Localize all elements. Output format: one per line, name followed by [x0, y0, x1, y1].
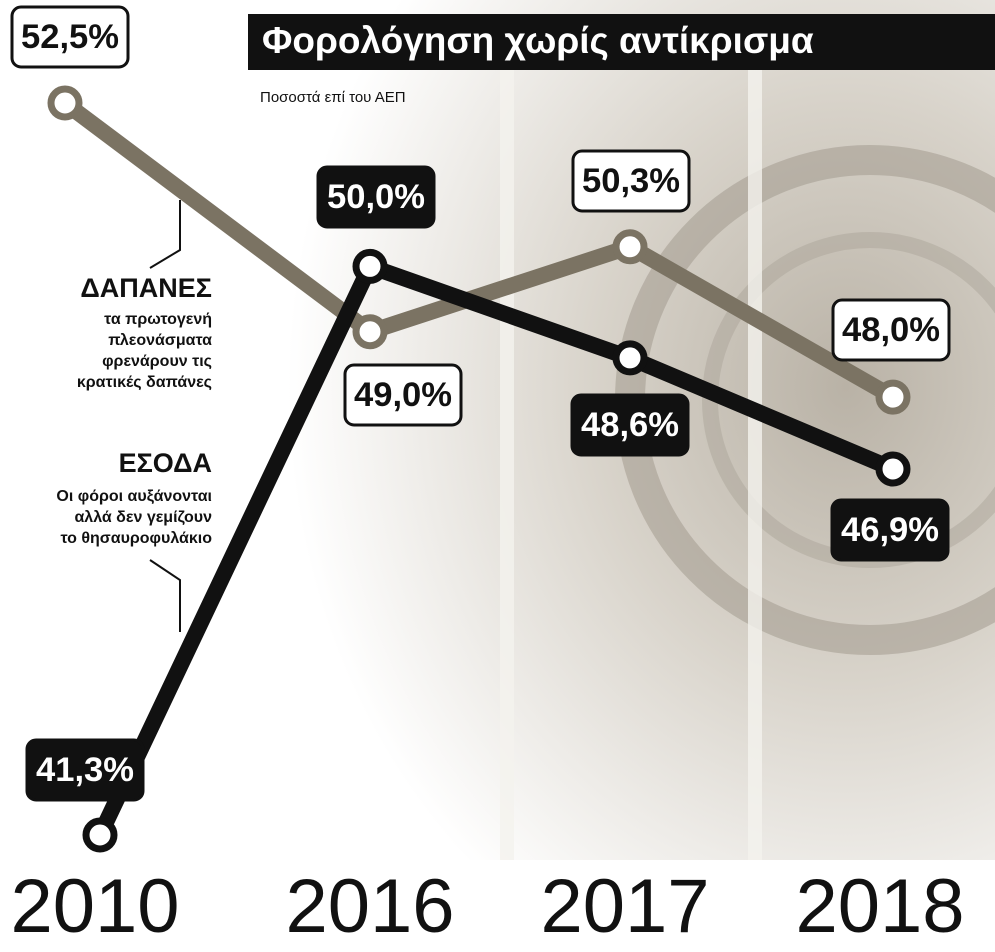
legend-description: τα πρωτογενή — [104, 311, 212, 328]
x-tick-label: 2010 — [10, 864, 179, 949]
point-marker — [612, 229, 648, 265]
x-tick-label: 2016 — [285, 864, 454, 949]
x-tick-label: 2018 — [795, 864, 964, 949]
chart-subtitle: Ποσοστά επί του ΑΕΠ — [260, 89, 406, 106]
leader-line — [149, 200, 181, 269]
series-line — [92, 258, 897, 839]
value-label: 50,0% — [327, 178, 425, 216]
leader-line — [149, 559, 181, 632]
column-divider — [500, 70, 514, 860]
value-label: 52,5% — [21, 18, 119, 56]
value-label: 46,9% — [841, 511, 939, 549]
value-label: 49,0% — [354, 376, 452, 414]
point-marker — [875, 451, 911, 487]
point-marker — [875, 379, 911, 415]
point-marker — [612, 340, 648, 376]
series-line — [60, 96, 897, 405]
column-divider — [748, 70, 762, 860]
x-tick-label: 2017 — [540, 864, 709, 949]
value-label: 50,3% — [582, 162, 680, 200]
legend-description: Οι φόροι αυξάνονται — [56, 488, 212, 505]
point-marker — [352, 314, 388, 350]
value-label: 41,3% — [36, 751, 134, 789]
value-label-box — [830, 498, 950, 562]
title-box — [248, 14, 995, 70]
point-marker — [47, 85, 83, 121]
value-label-box — [343, 363, 463, 427]
point-marker — [82, 817, 118, 853]
legend-description: κρατικές δαπάνες — [77, 374, 212, 391]
value-label: 48,0% — [842, 311, 940, 349]
value-label-box — [25, 738, 145, 802]
legend-description: πλεονάσματα — [108, 332, 212, 349]
value-label-box — [571, 149, 691, 213]
chart-title: Φορολόγηση χωρίς αντίκρισμα — [262, 20, 814, 61]
point-marker — [352, 248, 388, 284]
value-label-box — [831, 298, 951, 362]
legend-label: ΕΣΟΔΑ — [119, 448, 212, 478]
legend-description: το θησαυροφυλάκιο — [60, 530, 212, 547]
value-label-box — [316, 165, 436, 229]
legend-label: ΔΑΠΑΝΕΣ — [80, 273, 212, 303]
value-label: 48,6% — [581, 406, 679, 444]
value-label-box — [10, 5, 130, 69]
legend-description: αλλά δεν γεμίζουν — [74, 509, 212, 526]
value-label-box — [570, 393, 690, 457]
legend-description: φρενάρουν τις — [102, 353, 212, 370]
